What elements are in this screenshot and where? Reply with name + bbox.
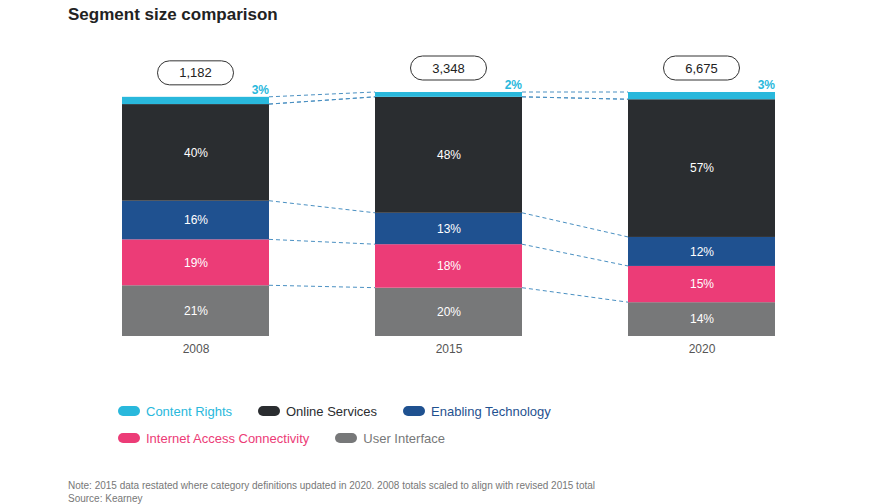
svg-text:19%: 19% [184,256,208,270]
svg-text:14%: 14% [690,312,714,326]
svg-text:3,348: 3,348 [432,61,465,76]
svg-text:6,675: 6,675 [685,61,718,76]
html-text:Source: Kearney: Source: Kearney [68,493,143,504]
svg-text:2020: 2020 [689,342,716,356]
html-text:Segment size comparison: Segment size comparison [68,5,278,24]
svg-text:16%: 16% [184,213,208,227]
svg-text:48%: 48% [437,148,461,162]
svg-text:2%: 2% [505,78,523,92]
svg-text:2008: 2008 [183,342,210,356]
svg-text:3%: 3% [758,78,776,92]
html-text:Note: 2015 data restated where: Note: 2015 data restated where category … [68,480,595,491]
svg-text:3%: 3% [252,83,270,97]
svg-text:21%: 21% [184,304,208,318]
svg-text:13%: 13% [437,222,461,236]
svg-text:12%: 12% [690,245,714,259]
html-text:Online Services: Online Services [286,403,377,419]
html-text:Content Rights: Content Rights [146,403,232,419]
html-text:Enabling Technology: Enabling Technology [431,403,551,419]
svg-text:40%: 40% [184,146,208,160]
svg-text:57%: 57% [690,161,714,175]
svg-text:2015: 2015 [436,342,463,356]
html-text:Internet Access Connectivity: Internet Access Connectivity [146,430,310,446]
svg-text:18%: 18% [437,259,461,273]
html-text:User Interface: User Interface [363,430,445,446]
svg-text:20%: 20% [437,305,461,319]
svg-text:1,182: 1,182 [179,65,212,80]
svg-text:15%: 15% [690,277,714,291]
